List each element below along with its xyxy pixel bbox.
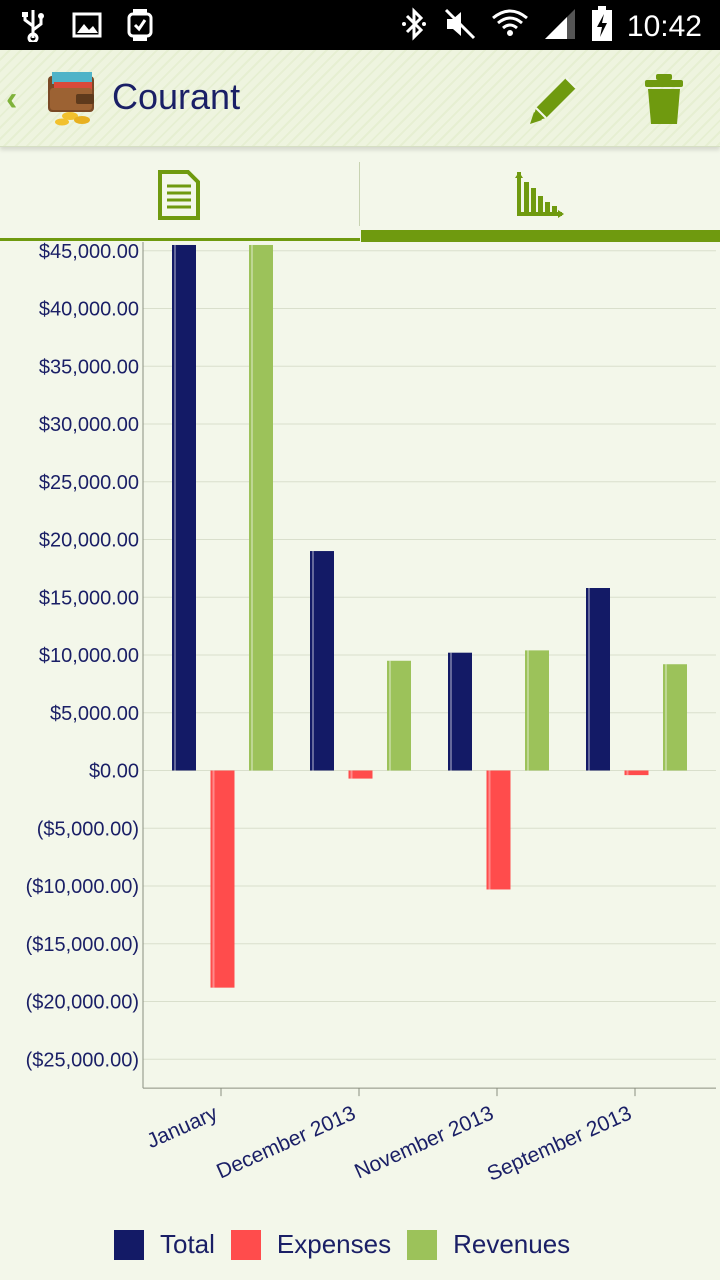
- document-list-icon: [156, 170, 202, 225]
- bluetooth-icon: [399, 7, 429, 46]
- bar-highlight: [626, 770, 629, 776]
- status-bar: 10:42: [0, 0, 720, 50]
- tab-list[interactable]: [0, 146, 360, 242]
- legend-label-revenues: Revenues: [453, 1229, 571, 1259]
- action-bar: ‹ Courant: [0, 50, 720, 147]
- y-tick-label: ($20,000.00): [26, 992, 139, 1014]
- y-tick-label: $5,000.00: [50, 703, 139, 725]
- bar-highlight: [450, 652, 452, 771]
- wallet-icon[interactable]: [46, 68, 100, 126]
- bar-total: [586, 588, 610, 771]
- bar-highlight: [312, 551, 314, 771]
- bar-highlight: [665, 664, 667, 771]
- y-tick-label: $15,000.00: [39, 587, 139, 609]
- bar-revenues: [249, 244, 273, 771]
- bar-expenses: [624, 770, 649, 776]
- legend-swatch-revenues: [407, 1229, 438, 1260]
- page-title: Courant: [112, 76, 241, 117]
- tab-bar: [0, 146, 720, 242]
- y-tick-label: $40,000.00: [39, 299, 139, 321]
- bar-highlight: [527, 650, 529, 771]
- bar-highlight: [389, 660, 391, 771]
- bar-chart: $45,000.00 $40,000.00 $35,000.00 $30,000.00…: [0, 242, 720, 1280]
- legend-swatch-total: [114, 1229, 144, 1260]
- image-icon: [72, 10, 102, 45]
- chart-canvas: $45,000.00 $40,000.00 $35,000.00 $30,000.00…: [26, 242, 716, 1186]
- bar-highlight: [174, 244, 176, 771]
- y-tick-label: ($10,000.00): [26, 876, 139, 898]
- y-tick-label: $45,000.00: [39, 242, 139, 263]
- bar-total: [448, 652, 472, 771]
- clock: 10:42: [626, 9, 702, 43]
- tab-divider: [359, 162, 360, 226]
- trash-icon[interactable]: [636, 72, 692, 128]
- battery-charging-icon: [591, 6, 613, 47]
- tab-list-indicator: [0, 238, 360, 241]
- y-tick-label: $25,000.00: [39, 472, 139, 494]
- bar-highlight: [488, 770, 491, 890]
- bar-expenses: [348, 770, 373, 779]
- signal-icon: [543, 7, 577, 46]
- wifi-icon: [491, 7, 529, 46]
- chart-legend: Total Expenses Revenues: [114, 1229, 586, 1260]
- tab-chart[interactable]: [360, 146, 720, 242]
- x-tick-label: January: [143, 1101, 221, 1153]
- bar-highlight: [251, 244, 253, 771]
- pencil-icon[interactable]: [522, 72, 582, 128]
- y-tick-label: $35,000.00: [39, 356, 139, 378]
- x-tick-label: November 2013: [351, 1102, 497, 1184]
- legend-label-total: Total: [160, 1229, 215, 1259]
- y-tick-label: ($15,000.00): [26, 934, 139, 956]
- bar-highlight: [588, 588, 590, 771]
- y-tick-label: $0.00: [89, 761, 139, 783]
- x-tick-label: September 2013: [484, 1102, 635, 1186]
- tab-chart-indicator: [361, 230, 720, 242]
- bar-total: [172, 244, 196, 771]
- legend-label-expenses: Expenses: [276, 1229, 392, 1259]
- legend-item-expenses: Expenses: [230, 1229, 392, 1260]
- legend-swatch-expenses: [230, 1229, 261, 1260]
- bar-total: [310, 551, 334, 771]
- y-tick-label: $10,000.00: [39, 645, 139, 667]
- x-tick-label: December 2013: [213, 1102, 359, 1184]
- bar-expenses: [210, 770, 235, 988]
- bar-expenses: [486, 770, 511, 890]
- bar-revenues: [525, 650, 549, 771]
- chevron-left-icon[interactable]: ‹: [6, 80, 18, 118]
- y-tick-label: $20,000.00: [39, 530, 139, 552]
- y-tick-label: $30,000.00: [39, 414, 139, 436]
- bar-chart-icon: [514, 170, 566, 223]
- y-tick-label: ($25,000.00): [26, 1049, 139, 1071]
- bar-revenues: [663, 664, 687, 771]
- bar-highlight: [212, 770, 215, 988]
- legend-item-revenues: Revenues: [407, 1229, 570, 1260]
- legend-item-total: Total: [114, 1229, 215, 1260]
- usb-icon: [18, 8, 48, 47]
- bar-highlight: [350, 770, 353, 779]
- y-tick-label: ($5,000.00): [37, 818, 139, 840]
- mute-icon: [443, 7, 477, 46]
- bar-revenues: [387, 660, 411, 771]
- watch-icon: [126, 8, 154, 47]
